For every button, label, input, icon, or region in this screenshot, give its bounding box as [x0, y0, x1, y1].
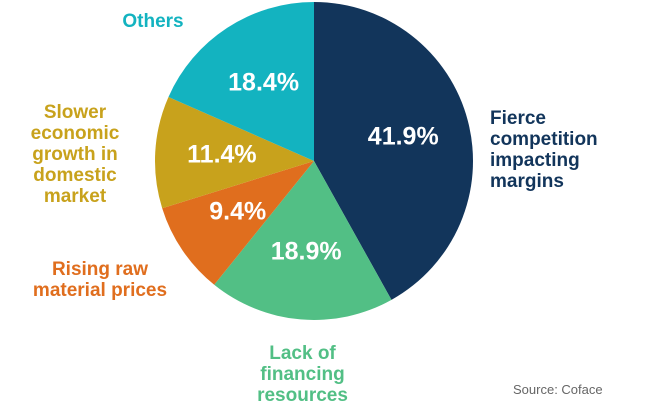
value-label: 18.4%	[228, 68, 299, 96]
pie-slice	[168, 2, 314, 161]
category-label: Rising raw material prices	[32, 259, 168, 301]
value-label: 41.9%	[368, 122, 439, 150]
category-label: Lack of financing resources	[257, 343, 348, 406]
value-label: 9.4%	[209, 197, 266, 225]
value-label: 11.4%	[187, 140, 257, 168]
category-label: Slower economic growth in domestic marke…	[30, 102, 120, 207]
pie-slice	[162, 161, 314, 285]
category-label: Others	[122, 11, 184, 32]
source: Source: Coface	[513, 382, 603, 397]
pie-slice	[155, 96, 314, 209]
value-label: 18.9%	[271, 237, 342, 265]
pie-slice	[314, 2, 473, 300]
pie-slice	[214, 161, 392, 321]
category-label: Fierce competition impacting margins	[490, 108, 598, 192]
